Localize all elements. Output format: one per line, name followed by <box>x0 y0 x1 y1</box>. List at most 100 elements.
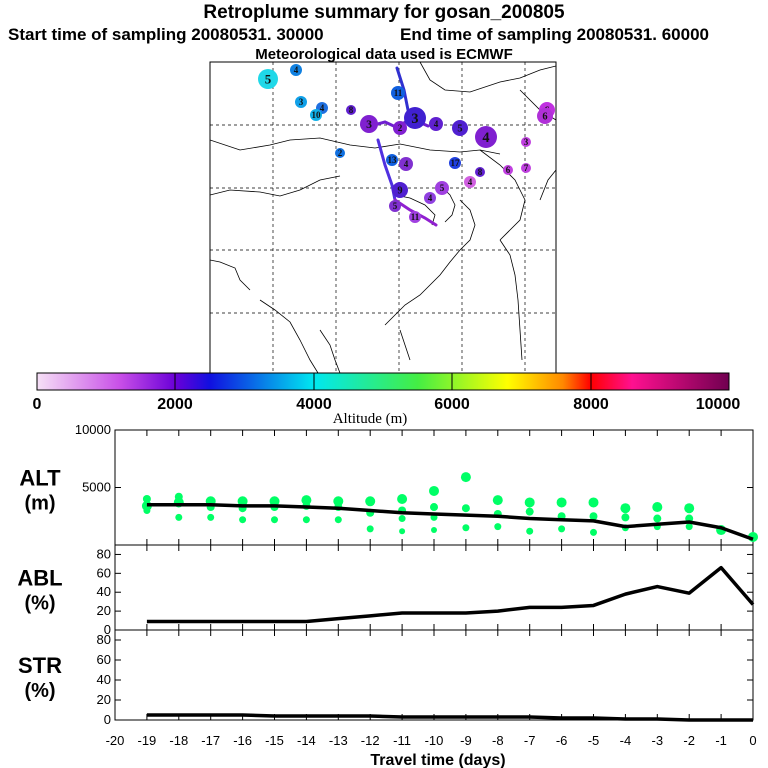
colorbar: 0 2000 4000 6000 8000 10000 Altitude (m) <box>33 372 741 427</box>
scatter-point <box>143 507 151 514</box>
trajectory-point-label: 2 <box>398 123 403 133</box>
trajectory-point-label: 5 <box>265 72 272 87</box>
panel-str: 0 20 40 60 80 STR(%) <box>18 629 754 727</box>
meteo-label: Meteorological data used is ECMWF <box>255 46 513 63</box>
scatter-point <box>366 525 374 533</box>
trajectory-point <box>310 109 322 121</box>
scatter-point <box>460 472 471 483</box>
trajectory-point-label: 11 <box>411 212 420 222</box>
trajectory-point <box>537 108 553 124</box>
panel-label: ALT <box>19 466 61 491</box>
trajectory-point-label: 6 <box>506 165 511 175</box>
x-tick-label: -16 <box>233 733 252 748</box>
y-tick-label: 60 <box>97 652 111 667</box>
y-tick-label: 40 <box>97 584 111 599</box>
y-tick-label: 20 <box>97 603 111 618</box>
scatter-point <box>526 527 534 535</box>
colorbar-tick-label: 4000 <box>296 396 332 413</box>
trajectory-point-label: 17 <box>451 158 461 168</box>
x-tick-label: -19 <box>138 733 157 748</box>
scatter-point <box>620 503 631 514</box>
page-title: Retroplume summary for gosan_200805 <box>203 2 565 23</box>
trajectory-point-label: 4 <box>294 65 299 75</box>
trajectory-point <box>449 157 461 169</box>
trajectory-point-label: 10 <box>312 110 322 120</box>
scatter-point <box>237 496 248 507</box>
x-tick-label: -4 <box>620 733 632 748</box>
x-tick-label: 0 <box>749 733 756 748</box>
scatter-point <box>269 496 280 507</box>
trajectory-point <box>389 200 401 212</box>
scatter-point <box>461 504 470 513</box>
end-time-label: End time of sampling 20080531. 60000 <box>400 25 709 44</box>
trajectory-point-label: 3 <box>524 137 529 147</box>
x-tick-label: -14 <box>297 733 316 748</box>
x-tick-label: -12 <box>361 733 380 748</box>
trajectory-point <box>290 64 302 76</box>
trajectory-point-label: 4 <box>320 103 325 113</box>
colorbar-tick-label: 8000 <box>573 396 609 413</box>
scatter-point <box>398 515 406 523</box>
map-points: 5434108311234546134217546711945863 <box>258 64 555 223</box>
trajectory-point <box>409 211 421 223</box>
x-tick-label: -3 <box>652 733 664 748</box>
x-tick-label: -20 <box>106 733 125 748</box>
trajectory-point <box>393 121 407 135</box>
series-line <box>146 565 755 624</box>
x-tick-label: -18 <box>169 733 188 748</box>
panel-unit: (%) <box>24 680 55 702</box>
trajectory-point-label: 5 <box>440 183 445 193</box>
scatter-point <box>684 503 695 514</box>
x-tick-label: -11 <box>393 733 411 748</box>
trajectory-point <box>475 167 485 177</box>
trajectory-point <box>475 126 497 148</box>
panel-unit: (%) <box>24 593 55 615</box>
trajectory-point <box>404 107 426 129</box>
trajectory-point-label: 8 <box>478 167 483 177</box>
y-tick-label: 60 <box>97 565 111 580</box>
trajectory-point-label: 4 <box>404 159 409 169</box>
scatter-point <box>590 528 597 536</box>
colorbar-gradient <box>36 372 730 391</box>
scatter-point <box>556 497 567 508</box>
scatter-point <box>685 523 693 531</box>
y-tick-label: 20 <box>97 692 111 707</box>
trajectory-point <box>521 163 531 173</box>
trajectory-point <box>452 120 468 136</box>
trajectory-point-label: 11 <box>394 88 403 98</box>
y-tick-label: 80 <box>97 546 111 561</box>
scatter-point <box>302 516 310 524</box>
x-tick-label: -9 <box>460 733 472 748</box>
scatter-point <box>399 528 406 535</box>
colorbar-tick-label: 0 <box>33 396 42 413</box>
trajectory-point <box>258 69 278 89</box>
trajectory-point <box>386 154 398 166</box>
scatter-point <box>301 495 312 506</box>
trajectory-point <box>335 148 345 158</box>
colorbar-axis-label: Altitude (m) <box>333 411 408 427</box>
scatter-point <box>429 485 439 496</box>
colorbar-tick-label: 10000 <box>696 396 741 413</box>
trajectory-point-label: 4 <box>482 130 489 146</box>
trajectory-point <box>392 182 408 198</box>
colorbar-tick-label: 6000 <box>434 396 470 413</box>
trajectory-point <box>295 96 307 108</box>
panel-frame <box>114 629 754 721</box>
trajectory-point-label: 7 <box>524 163 529 173</box>
scatter-point <box>333 496 344 507</box>
scatter-point <box>142 495 151 503</box>
trajectory-point <box>464 176 476 188</box>
x-tick-label: -8 <box>492 733 504 748</box>
trajectory-point-label: 2 <box>338 148 343 158</box>
panel-alt: 5000 10000 ALT(m) <box>19 422 758 546</box>
trajectory-point-label: 8 <box>349 105 354 115</box>
trajectory-point-label: 3 <box>366 118 372 131</box>
x-tick-label: -13 <box>329 733 348 748</box>
scatter-point <box>621 513 630 522</box>
scatter-point <box>653 514 662 523</box>
scatter-point <box>558 525 566 533</box>
scatter-point <box>430 503 438 512</box>
map-grid <box>210 62 556 373</box>
y-tick-label: 40 <box>97 672 111 687</box>
